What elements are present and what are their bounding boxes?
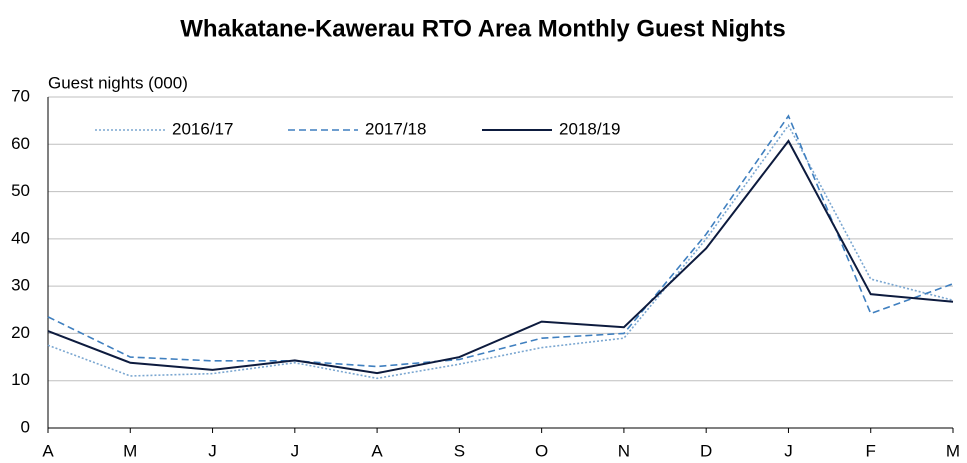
x-tick-label: O: [535, 441, 548, 460]
x-tick-label: N: [618, 441, 630, 460]
x-tick-label: A: [371, 441, 383, 460]
legend-label: 2017/18: [365, 119, 426, 138]
chart-title: Whakatane-Kawerau RTO Area Monthly Guest…: [180, 15, 785, 42]
x-tick-label: J: [784, 441, 793, 460]
y-tick-label: 30: [11, 276, 30, 295]
legend-label: 2016/17: [172, 119, 233, 138]
x-tick-label: F: [866, 441, 876, 460]
x-tick-label: M: [946, 441, 960, 460]
y-tick-label: 60: [11, 134, 30, 153]
y-tick-label: 70: [11, 86, 30, 105]
x-tick-label: J: [208, 441, 217, 460]
series-line: [47, 123, 954, 380]
series-line: [47, 139, 954, 375]
x-tick-label: M: [123, 441, 137, 460]
x-tick-label: S: [454, 441, 465, 460]
x-tick-label: D: [700, 441, 712, 460]
y-tick-label: 50: [11, 181, 30, 200]
y-axis-label: Guest nights (000): [48, 73, 188, 92]
legend-label: 2018/19: [559, 119, 620, 138]
x-tick-label: A: [42, 441, 54, 460]
y-tick-label: 20: [11, 323, 30, 342]
y-tick-label: 0: [21, 417, 30, 436]
y-tick-label: 10: [11, 370, 30, 389]
series-line: [47, 114, 954, 368]
x-tick-label: J: [291, 441, 300, 460]
y-tick-label: 40: [11, 228, 30, 247]
